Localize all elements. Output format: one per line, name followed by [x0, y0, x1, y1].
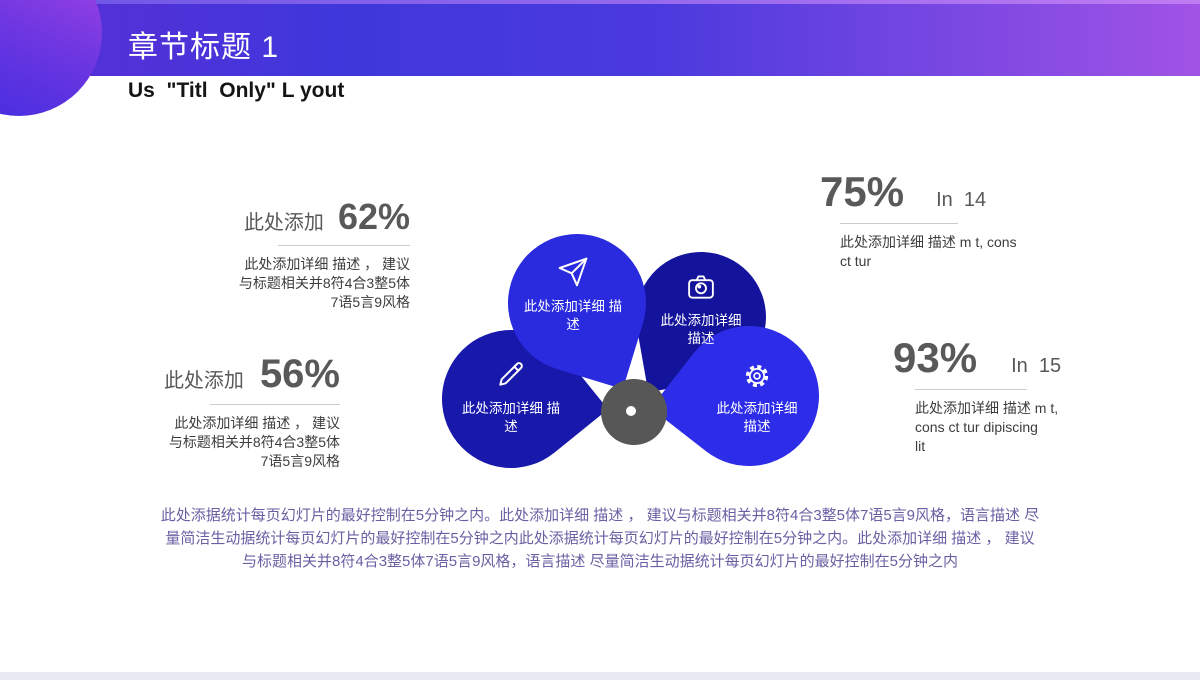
stat-description: 此处添加详细 描述 m t, cons ct tur dipiscing lit [915, 400, 1059, 454]
paper-plane-icon [557, 256, 589, 288]
petal-label: 此处添加详细 描述 [716, 401, 798, 434]
stat-suffix: In 14 [936, 189, 987, 211]
stat-divider [840, 223, 958, 224]
stat-block-62: 此处添加 62% 此处添加详细 描述 ， 建议 与标题相关并8符4合3整5体 7… [130, 196, 410, 312]
stat-divider [915, 389, 1027, 390]
stat-divider [210, 404, 340, 405]
corner-circle [0, 0, 102, 116]
petal-content-bottom-right: 此处添加详细 描述 [684, 362, 830, 436]
stat-label: 此处添加 [243, 212, 324, 234]
petal-content-bottom-left: 此处添加详细 描 述 [438, 358, 584, 436]
petal-label: 此处添加详细 描述 [660, 313, 742, 346]
stat-description: 此处添加详细 描述 m t, cons ct tur [840, 234, 1017, 269]
petal-label: 此处添加详细 描 述 [461, 401, 561, 434]
header-accent-strip [0, 0, 1200, 5]
stat-block-75: 75% In 14 此处添加详细 描述 m t, cons ct tur [820, 168, 1070, 271]
pencil-icon [495, 358, 527, 390]
page-title: 章节标题 1 [128, 31, 280, 64]
stat-block-56: 此处添加 56% 此处添加详细 描述 ， 建议 与标题相关并8符4合3整5体 7… [60, 352, 340, 471]
stat-value: 62% [337, 196, 410, 237]
hub-dot [626, 406, 636, 416]
stat-description: 此处添加详细 描述 ， 建议 与标题相关并8符4合3整5体 7语5言9风格 [168, 415, 340, 469]
stat-divider [278, 245, 410, 246]
petal-content-top-left: 此处添加详细 描 述 [500, 256, 646, 334]
center-hub [601, 379, 667, 445]
stat-block-93: 93% In 15 此处添加详细 描述 m t, cons ct tur dip… [893, 334, 1143, 456]
stat-value: 56% [259, 352, 340, 396]
stat-description: 此处添加详细 描述 ， 建议 与标题相关并8符4合3整5体 7语5言9风格 [238, 256, 410, 310]
gear-icon [743, 362, 771, 390]
petal-content-top-right: 此处添加详细 描述 [628, 272, 774, 348]
stat-value: 93% [893, 334, 978, 381]
stat-suffix: In 15 [1011, 355, 1062, 377]
page-subtitle: Us "Titl Only" L yout [128, 79, 345, 102]
stat-value: 75% [820, 168, 905, 215]
footer-paragraph: 此处添据统计每页幻灯片的最好控制在5分钟之内。此处添加详细 描述 ， 建议与标题… [160, 507, 1040, 570]
petal-label: 此处添加详细 描 述 [523, 299, 623, 332]
camera-icon [686, 272, 716, 302]
stat-label: 此处添加 [163, 370, 244, 392]
header-bar [0, 4, 1200, 76]
bottom-strip [0, 672, 1200, 680]
